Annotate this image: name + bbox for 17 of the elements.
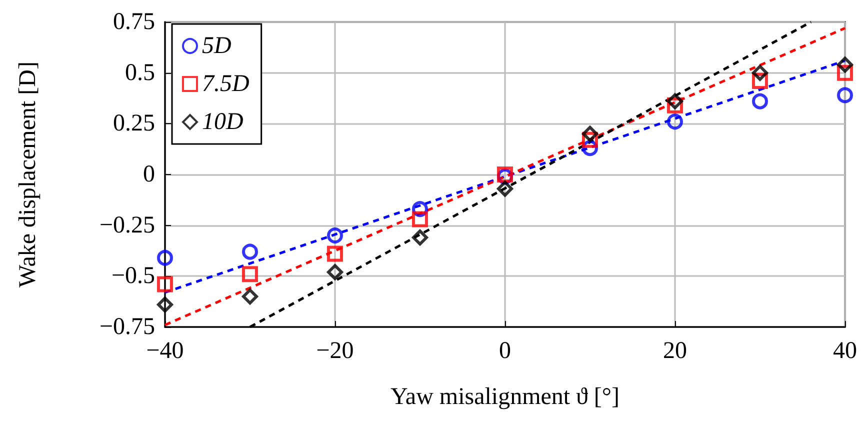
y-tick-label: −0.5 — [111, 263, 155, 290]
y-tick-label: −0.75 — [99, 314, 155, 340]
x-tick-label: −40 — [146, 338, 184, 364]
y-tick-label: −0.25 — [99, 212, 155, 238]
y-tick-label: 0.5 — [125, 60, 155, 86]
x-tick-label: 0 — [499, 338, 511, 364]
legend-label: 10D — [202, 109, 244, 135]
x-tick-label: −20 — [316, 338, 354, 364]
y-axis-title: Wake displacement [D] — [15, 62, 41, 288]
legend-label: 5D — [202, 33, 232, 59]
y-tick-label: 0.75 — [113, 9, 155, 35]
y-tick-label: 0.25 — [113, 110, 155, 137]
x-tick-label: 40 — [833, 338, 857, 364]
x-axis-title: Yaw misalignment ϑ [°] — [390, 384, 620, 410]
y-tick-label: 0 — [143, 162, 155, 188]
x-tick-label: 20 — [663, 338, 687, 364]
legend-label: 7.5D — [202, 71, 250, 97]
